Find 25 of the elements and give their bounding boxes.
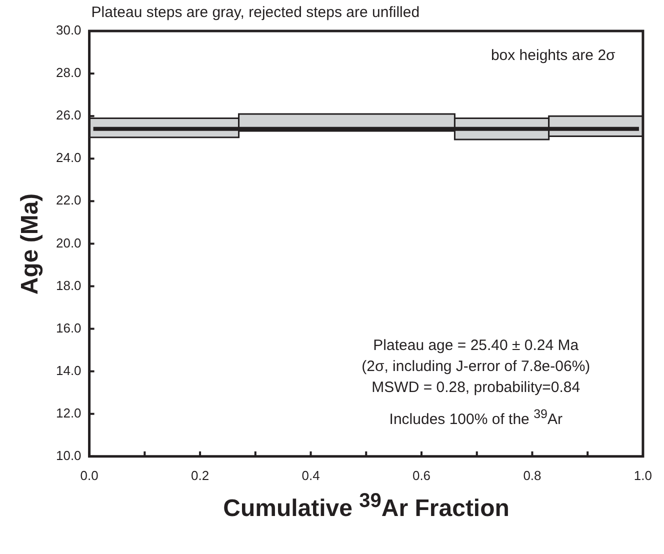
annotation: (2σ, including J-error of 7.8e-06%) [362, 357, 590, 378]
chart-title: Plateau steps are gray, rejected steps are unfilled [91, 4, 420, 21]
y-tick-label: 26.0 [56, 108, 82, 123]
y-tick-label: 22.0 [56, 192, 82, 208]
x-tick-label: 0.4 [302, 468, 320, 483]
x-tick-label: 0.0 [80, 468, 98, 483]
y-tick-label: 20.0 [56, 235, 82, 250]
y-tick-label: 24.0 [56, 150, 82, 166]
x-axis-title: Cumulative $^{39}$Ar Fraction [223, 490, 510, 524]
y-tick-label: 12.0 [56, 405, 82, 420]
x-tick-label: 0.6 [412, 468, 431, 483]
x-tick-label: 0.8 [523, 468, 542, 483]
y-tick-label: 28.0 [56, 65, 82, 80]
y-tick-label: 16.0 [56, 320, 82, 336]
x-tick-label: 1.0 [634, 468, 652, 483]
x-tick-label: 0.2 [190, 468, 210, 483]
y-tick-label: 18.0 [56, 278, 82, 293]
y-tick-label: 30.0 [56, 22, 82, 38]
annotation: Plateau age = 25.40 ± 0.24 Ma [372, 336, 580, 356]
y-tick-label: 10.0 [56, 448, 82, 463]
annotation: MSWD = 0.28, probability=0.84 [370, 378, 582, 398]
annotation: Includes 100% of the $^{39}$Ar [388, 406, 564, 430]
annotation: box heights are 2σ [490, 47, 616, 64]
y-axis-title: Age (Ma) [16, 193, 44, 294]
y-tick-label: 14.0 [56, 362, 82, 378]
